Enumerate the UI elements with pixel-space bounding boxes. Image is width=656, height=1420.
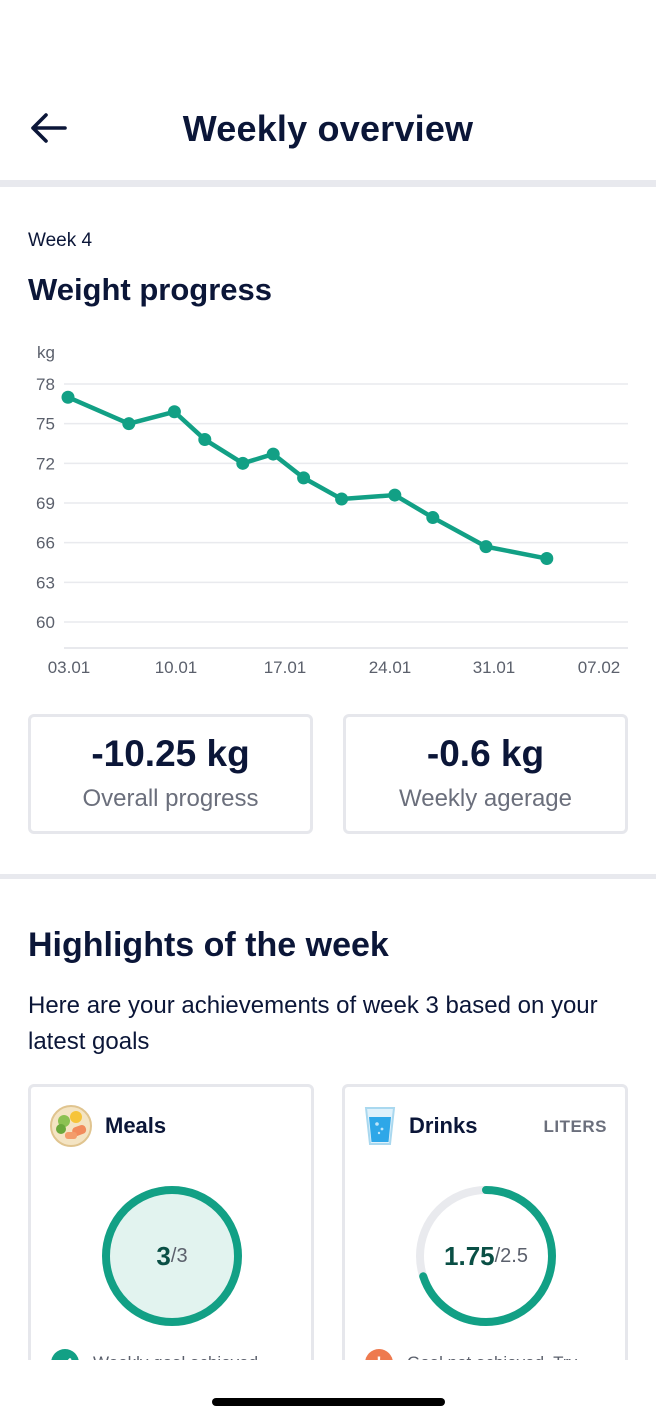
drinks-progress-text: 1.75/2.5: [413, 1183, 559, 1329]
overall-progress-label: Overall progress: [82, 785, 259, 812]
weight-series-line: [65, 394, 550, 561]
x-tick-label: 03.01: [48, 658, 91, 677]
drinks-card[interactable]: Drinks LITERS 1.75/2.5 ! Goal not achiev…: [342, 1084, 628, 1384]
data-point[interactable]: [198, 433, 212, 447]
x-tick-label: 31.01: [473, 658, 516, 677]
y-tick-label: 69: [36, 494, 55, 513]
meals-progress-text: 3/3: [99, 1183, 245, 1329]
data-point[interactable]: [388, 488, 402, 502]
week-label: Week 4: [28, 230, 93, 251]
arrow-left-icon: [31, 113, 67, 143]
data-point[interactable]: [236, 456, 250, 470]
data-point[interactable]: [122, 417, 136, 431]
data-point[interactable]: [426, 511, 440, 525]
section-divider: [0, 874, 656, 879]
data-point[interactable]: [540, 552, 554, 566]
meals-progress-ring: [102, 1186, 242, 1326]
y-tick-label: 72: [36, 454, 55, 473]
data-point[interactable]: [297, 471, 311, 485]
weight-chart: kg 78 75 72 69 66 63 60 03.01 10.01 17.01 24.01 31…: [36, 343, 628, 677]
meals-total: /3: [170, 1244, 188, 1267]
x-tick-label: 17.01: [264, 658, 307, 677]
drinks-header: Drinks: [363, 1103, 477, 1149]
y-tick-label: 75: [36, 415, 55, 434]
drinks-total: /2.5: [494, 1244, 528, 1267]
page-title: Weekly overview: [182, 108, 474, 149]
app-header: Weekly overview: [0, 0, 656, 180]
y-tick-label: 78: [36, 375, 55, 394]
y-axis-label: kg: [37, 343, 55, 362]
y-tick-label: 60: [36, 613, 55, 632]
x-tick-label: 24.01: [369, 658, 412, 677]
drinks-title: Drinks: [409, 1113, 478, 1138]
data-point[interactable]: [266, 447, 280, 461]
meals-header: Meals: [49, 1103, 166, 1149]
highlights-subtitle: Here are your achievements of week 3 bas…: [28, 992, 598, 1055]
bottom-safe-area: [0, 1360, 656, 1420]
highlights-title: Highlights of the week: [28, 926, 389, 964]
header-divider: [0, 180, 656, 187]
drinks-unit: LITERS: [543, 1117, 607, 1136]
data-point[interactable]: [479, 540, 493, 554]
water-glass-icon: [364, 1107, 396, 1145]
back-button[interactable]: [26, 108, 70, 148]
meals-card[interactable]: Meals 3/3 Weekly goal achieved: [28, 1084, 314, 1384]
weekly-average-card: -0.6 kg Weekly agerage: [343, 714, 628, 834]
weight-progress-title: Weight progress: [28, 272, 273, 307]
y-tick-label: 63: [36, 573, 55, 592]
weekly-average-label: Weekly agerage: [399, 785, 572, 812]
overall-progress-card: -10.25 kg Overall progress: [28, 714, 313, 834]
meals-value: 3: [156, 1240, 171, 1271]
drinks-progress-ring: [416, 1186, 556, 1326]
weekly-average-value: -0.6 kg: [426, 733, 545, 774]
y-tick-label: 66: [36, 534, 55, 553]
meals-title: Meals: [105, 1113, 167, 1138]
home-indicator[interactable]: [212, 1398, 445, 1406]
data-point[interactable]: [167, 405, 181, 419]
x-tick-label: 07.02: [578, 658, 621, 677]
data-point[interactable]: [61, 390, 75, 404]
data-point[interactable]: [335, 492, 349, 506]
drinks-value: 1.75: [444, 1240, 495, 1271]
meals-icon: [50, 1105, 92, 1147]
x-tick-label: 10.01: [155, 658, 198, 677]
overall-progress-value: -10.25 kg: [91, 733, 250, 774]
